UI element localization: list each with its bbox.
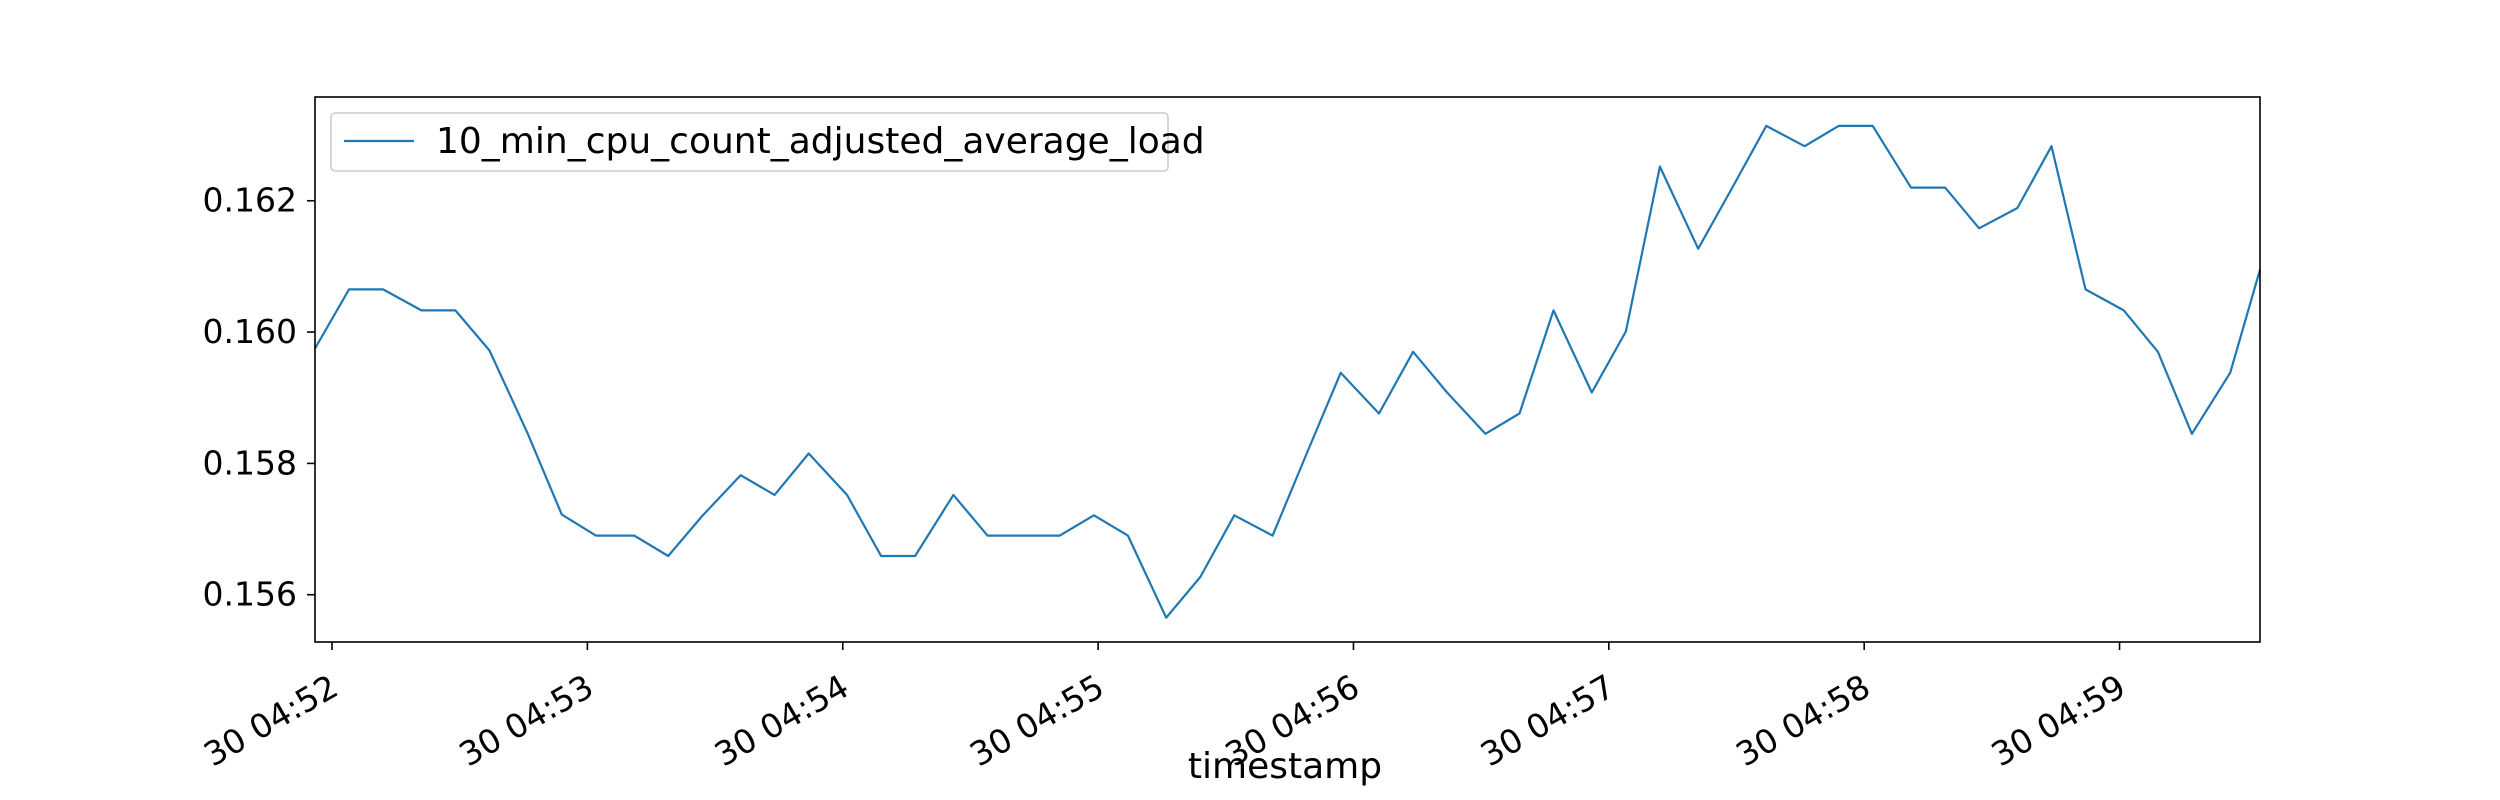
y-tick-label: 0.156 [203, 575, 297, 614]
y-tick-label: 0.162 [203, 181, 297, 220]
y-axis: 0.156 0.158 0.160 0.162 [203, 181, 315, 614]
plot-frame [314, 96, 2261, 643]
x-tick-label: 30 04:52 [197, 667, 344, 775]
y-tick-label: 0.160 [203, 312, 297, 351]
x-axis: 30 04:52 30 04:53 30 04:54 30 04:55 30 04:56… [197, 642, 2132, 774]
x-tick-label: 30 04:55 [963, 667, 1110, 775]
series-line [314, 124, 2262, 619]
series-layer [314, 124, 2262, 619]
x-tick-label: 30 04:58 [1729, 667, 1876, 775]
legend-label: 10_min_cpu_count_adjusted_average_load [436, 121, 1205, 162]
x-tick-label: 30 04:53 [452, 667, 599, 775]
x-tick-label: 30 04:59 [1985, 667, 2132, 775]
legend: 10_min_cpu_count_adjusted_average_load [330, 112, 1205, 172]
x-tick-label: 30 04:57 [1474, 667, 1621, 775]
y-tick-label: 0.158 [203, 443, 297, 482]
x-axis-title: timestamp [1188, 746, 1382, 787]
legend-box [330, 112, 1169, 172]
x-tick-label: 30 04:54 [708, 667, 855, 775]
plot-area [314, 96, 2262, 643]
